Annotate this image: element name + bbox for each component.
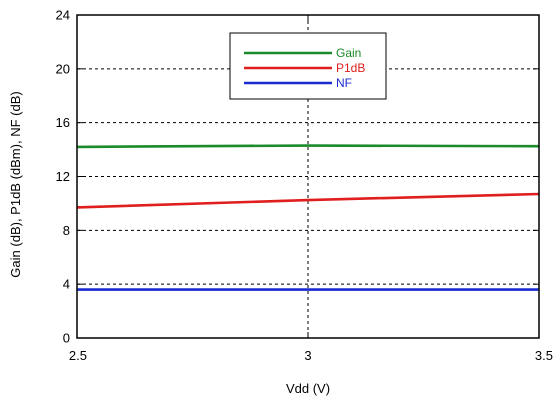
legend-label-p1db: P1dB [336,61,365,75]
series-line-gain [76,144,540,149]
legend-label-nf: NF [336,76,352,90]
legend-box [229,32,387,100]
x-tick-label: 3.5 [535,348,553,363]
axis-ticks: 0 4 8 12 16 20 24 2.5 3 3.5 [56,8,553,364]
x-axis-title: Vdd (V) [286,381,330,396]
y-tick-label: 20 [56,61,70,76]
series-lines [76,144,540,291]
y-tick-label: 24 [56,8,70,23]
y-tick-label: 0 [63,331,70,346]
y-tick-label: 12 [56,169,70,184]
y-tick-label: 16 [56,115,70,130]
legend-label-gain: Gain [336,46,361,60]
x-tick-label: 2.5 [69,348,87,363]
y-tick-label: 4 [63,277,70,292]
grid [77,15,539,338]
y-axis-title: Gain (dB), P1dB (dBm), NF (dB) [8,91,23,277]
x-tick-label: 3 [304,348,311,363]
series-line-p1db [76,192,540,209]
y-tick-label: 8 [63,223,70,238]
